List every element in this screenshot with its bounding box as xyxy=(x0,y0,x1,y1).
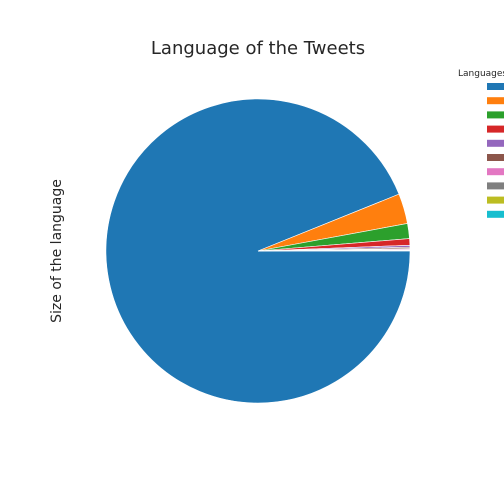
legend-swatch-6 xyxy=(487,154,504,161)
legend-swatch-9 xyxy=(487,196,504,204)
legend: Languages xyxy=(458,69,504,218)
legend-swatch-3 xyxy=(487,111,504,119)
pie-slices xyxy=(105,98,411,404)
legend-swatch-4 xyxy=(487,125,504,133)
legend-swatch-5 xyxy=(487,139,504,147)
legend-swatch-10 xyxy=(487,210,504,218)
legend-title: Languages xyxy=(458,69,504,79)
legend-items xyxy=(487,83,504,218)
legend-swatch-7 xyxy=(487,168,504,176)
legend-swatch-8 xyxy=(487,182,504,190)
chart-title: Language of the Tweets xyxy=(151,38,365,59)
legend-swatch-2 xyxy=(487,97,504,105)
legend-swatch-1 xyxy=(487,83,504,90)
y-axis-label: Size of the language xyxy=(49,179,65,323)
